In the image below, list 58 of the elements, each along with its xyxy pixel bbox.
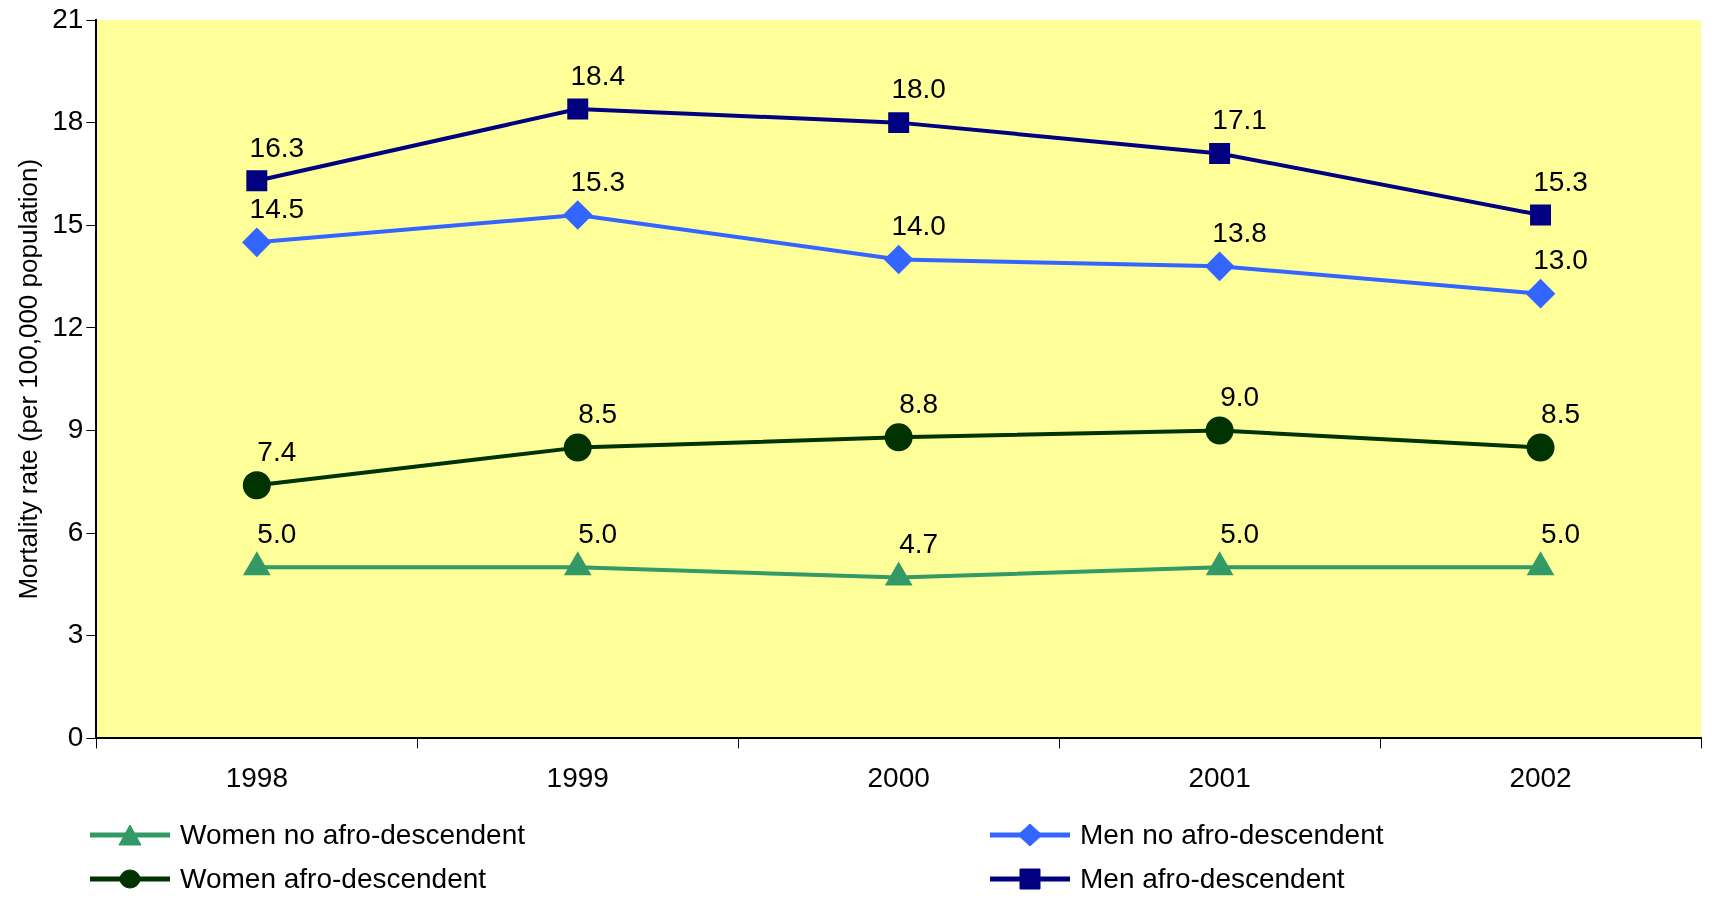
point bbox=[1209, 142, 1231, 164]
legend-label: Men afro-descendent bbox=[1080, 863, 1345, 894]
point bbox=[888, 112, 910, 134]
point bbox=[244, 553, 270, 576]
point bbox=[563, 433, 592, 462]
data-label: 5.0 bbox=[257, 518, 297, 550]
point bbox=[1526, 433, 1555, 462]
point bbox=[567, 98, 589, 120]
point bbox=[885, 561, 913, 586]
y-tick-label: 21 bbox=[52, 2, 84, 34]
data-label: 4.7 bbox=[899, 528, 939, 560]
data-label: 5.0 bbox=[1220, 518, 1260, 550]
x-tick-label: 2000 bbox=[867, 761, 930, 793]
data-label: 18.0 bbox=[891, 73, 946, 105]
point bbox=[884, 423, 913, 452]
point bbox=[1530, 204, 1552, 226]
point bbox=[884, 245, 913, 274]
data-label: 18.4 bbox=[570, 59, 625, 91]
point bbox=[1528, 553, 1553, 576]
data-label: 15.3 bbox=[1533, 165, 1588, 197]
x-tick-label: 2001 bbox=[1188, 761, 1251, 793]
point bbox=[1205, 416, 1234, 445]
point bbox=[1526, 279, 1555, 308]
data-label: 9.0 bbox=[1220, 381, 1260, 413]
point bbox=[1205, 252, 1234, 281]
point bbox=[1207, 553, 1232, 576]
y-tick-label: 6 bbox=[67, 515, 84, 547]
data-label: 5.0 bbox=[578, 518, 618, 550]
data-label: 5.0 bbox=[1541, 518, 1580, 550]
y-tick-label: 3 bbox=[67, 618, 84, 650]
data-label: 13.8 bbox=[1212, 217, 1267, 249]
y-tick-label: 12 bbox=[52, 310, 84, 342]
y-tick-label: 9 bbox=[67, 413, 84, 445]
data-label: 15.3 bbox=[570, 165, 625, 197]
data-label: 13.0 bbox=[1533, 244, 1588, 276]
legend-label: Women no afro-descendent bbox=[180, 819, 526, 850]
point bbox=[242, 228, 271, 257]
x-tick-label: 1999 bbox=[546, 761, 609, 793]
y-axis-title: Mortality rate (per 100,000 population) bbox=[12, 158, 43, 600]
data-label: 7.4 bbox=[257, 435, 297, 467]
legend-label: Women afro-descendent bbox=[180, 863, 487, 894]
data-label: 14.5 bbox=[249, 193, 305, 225]
data-label: 16.3 bbox=[249, 131, 305, 163]
data-label: 8.5 bbox=[578, 398, 618, 430]
x-tick-label: 2002 bbox=[1509, 761, 1572, 793]
x-tick-label: 1998 bbox=[225, 761, 288, 793]
data-label: 17.1 bbox=[1212, 104, 1267, 136]
point bbox=[563, 200, 592, 229]
point bbox=[565, 553, 591, 576]
data-label: 8.5 bbox=[1541, 398, 1580, 430]
y-tick-label: 0 bbox=[67, 721, 84, 753]
y-tick-label: 15 bbox=[52, 207, 84, 239]
data-label: 8.8 bbox=[899, 388, 939, 420]
data-label: 14.0 bbox=[891, 210, 946, 242]
y-tick-label: 18 bbox=[52, 105, 84, 137]
point bbox=[242, 471, 271, 500]
legend-label: Men no afro-descendent bbox=[1080, 819, 1384, 850]
point bbox=[246, 170, 268, 192]
